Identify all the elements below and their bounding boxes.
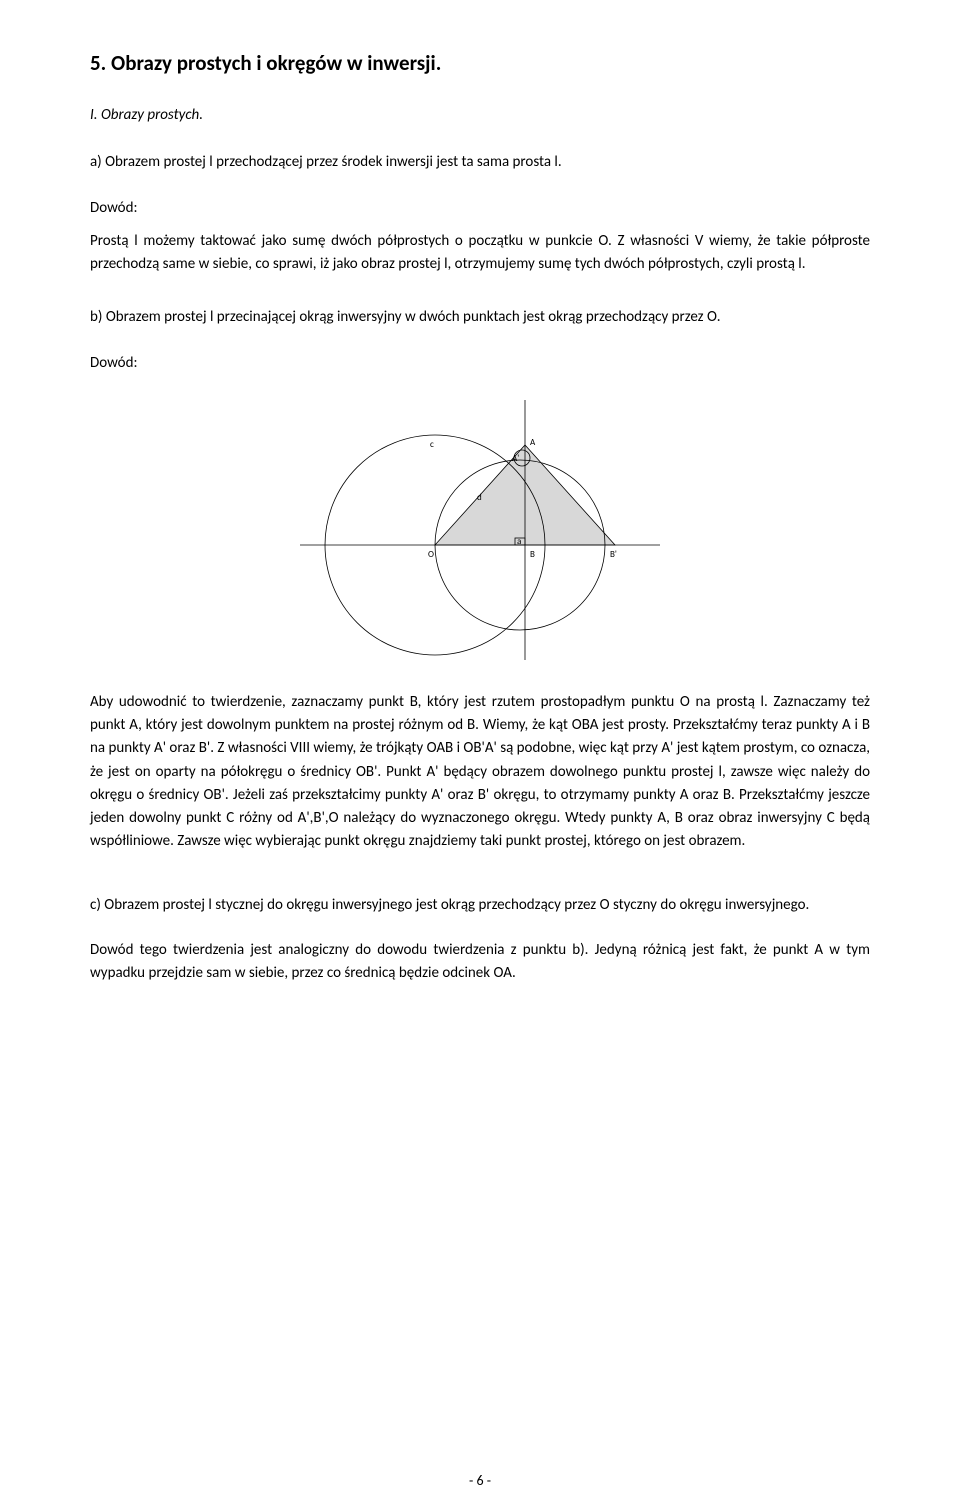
proof-label-b: Dowód: bbox=[90, 352, 870, 375]
statement-c: c) Obrazem prostej l stycznej do okręgu … bbox=[90, 894, 870, 917]
document-page: 5. Obrazy prostych i okręgów w inwersji.… bbox=[0, 0, 960, 1509]
figure-label-Bprime: B' bbox=[610, 549, 617, 560]
proof-a-body: Prostą l możemy taktować jako sumę dwóch… bbox=[90, 230, 870, 277]
page-number: - 6 - bbox=[0, 1472, 960, 1489]
figure-label-d: d bbox=[477, 492, 482, 503]
figure-label-B: B bbox=[530, 549, 535, 560]
proof-c-body: Dowód tego twierdzenia jest analogiczny … bbox=[90, 939, 870, 986]
figure-label-A: A bbox=[530, 437, 536, 448]
statement-a: a) Obrazem prostej l przechodzącej przez… bbox=[90, 151, 870, 174]
proof-b-body: Aby udowodnić to twierdzenie, zaznaczamy… bbox=[90, 691, 870, 854]
figure-label-a: a bbox=[517, 536, 521, 547]
figure-label-Aprime: A' bbox=[512, 453, 519, 464]
proof-label-a: Dowód: bbox=[90, 197, 870, 220]
section-title: 5. Obrazy prostych i okręgów w inwersji. bbox=[90, 50, 870, 76]
figure-label-c: c bbox=[430, 439, 434, 450]
statement-b: b) Obrazem prostej l przecinającej okrąg… bbox=[90, 306, 870, 329]
subsection-i-heading: I. Obrazy prostych. bbox=[90, 104, 870, 127]
figure-label-O: O bbox=[428, 549, 434, 560]
inversion-figure: c A A' d O a B B' bbox=[290, 385, 670, 665]
